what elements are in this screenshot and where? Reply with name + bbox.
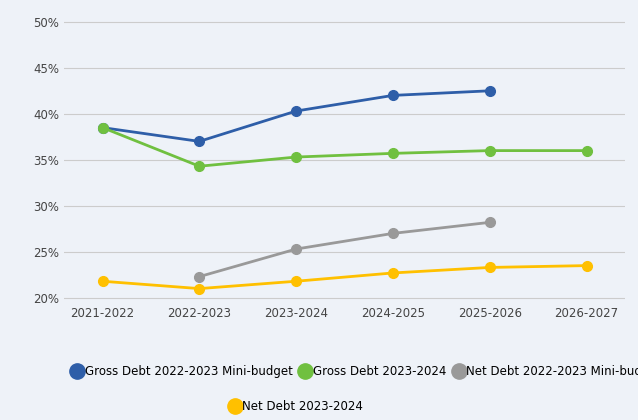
Legend: Net Debt 2023-2024: Net Debt 2023-2024 xyxy=(227,395,368,417)
